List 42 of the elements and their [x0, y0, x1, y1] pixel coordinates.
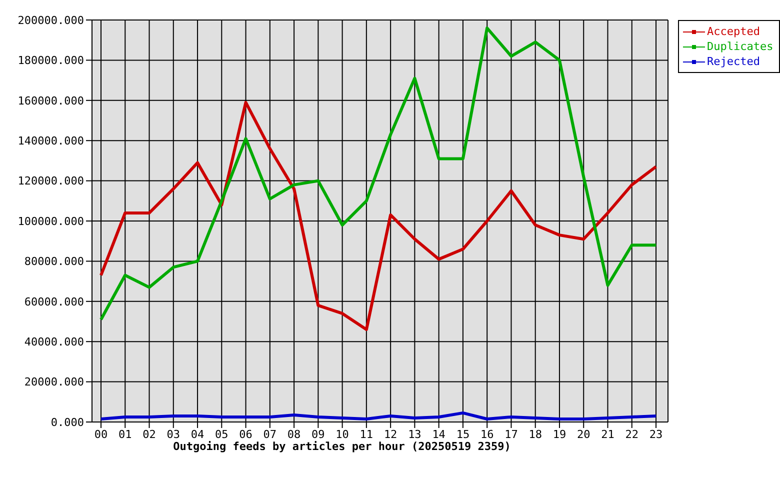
y-tick-label: 40000.000 — [24, 336, 84, 349]
x-tick-label: 05 — [215, 428, 228, 441]
x-tick-label: 20 — [576, 428, 590, 441]
x-tick-label: 18 — [528, 428, 542, 441]
y-tick-label: 100000.000 — [18, 214, 84, 228]
x-tick-label: 09 — [312, 428, 325, 441]
y-tick-label: 20000.000 — [24, 376, 84, 389]
x-tick-label: 22 — [625, 428, 638, 441]
x-tick-label: 02 — [142, 428, 156, 441]
x-tick-label: 16 — [480, 428, 494, 441]
x-tick-label: 19 — [552, 428, 566, 441]
x-tick-label: 01 — [118, 428, 132, 441]
x-tick-label: 00 — [94, 428, 108, 441]
x-tick-label: 21 — [601, 428, 614, 441]
x-tick-label: 13 — [408, 428, 422, 441]
x-tick-label: 15 — [456, 428, 470, 441]
legend-label: Accepted — [707, 24, 760, 39]
x-tick-label: 23 — [649, 428, 663, 441]
line-series — [100, 100, 658, 332]
legend-label: Rejected — [707, 54, 760, 69]
y-tick-label: 200000.000 — [18, 14, 84, 27]
x-tick-label: 08 — [287, 428, 301, 441]
y-tick-label: 60000.000 — [24, 295, 84, 308]
y-tick-label: 80000.000 — [24, 255, 84, 268]
x-tick-label: 03 — [166, 428, 180, 441]
x-tick-label: 10 — [336, 428, 349, 441]
y-tick-label: 180000.000 — [18, 54, 84, 68]
y-tick-label: 120000.000 — [18, 174, 84, 188]
x-tick-label: 17 — [504, 428, 518, 441]
y-tick-label: 0.000 — [50, 416, 84, 429]
y-tick-label: 160000.000 — [18, 94, 84, 108]
y-tick-label: 140000.000 — [18, 134, 84, 148]
x-tick-label: 12 — [384, 428, 398, 441]
legend-label: Duplicates — [707, 39, 774, 54]
x-tick-label: 06 — [239, 428, 252, 441]
x-tick-label: 04 — [190, 428, 205, 441]
x-tick-label: 07 — [263, 428, 277, 441]
line-series — [100, 26, 658, 321]
line-series — [100, 411, 658, 420]
x-tick-label: 11 — [360, 428, 374, 441]
x-tick-label: 14 — [432, 428, 446, 441]
x-axis-title: Outgoing feeds by articles per hour (20250519 2359) — [173, 440, 511, 453]
